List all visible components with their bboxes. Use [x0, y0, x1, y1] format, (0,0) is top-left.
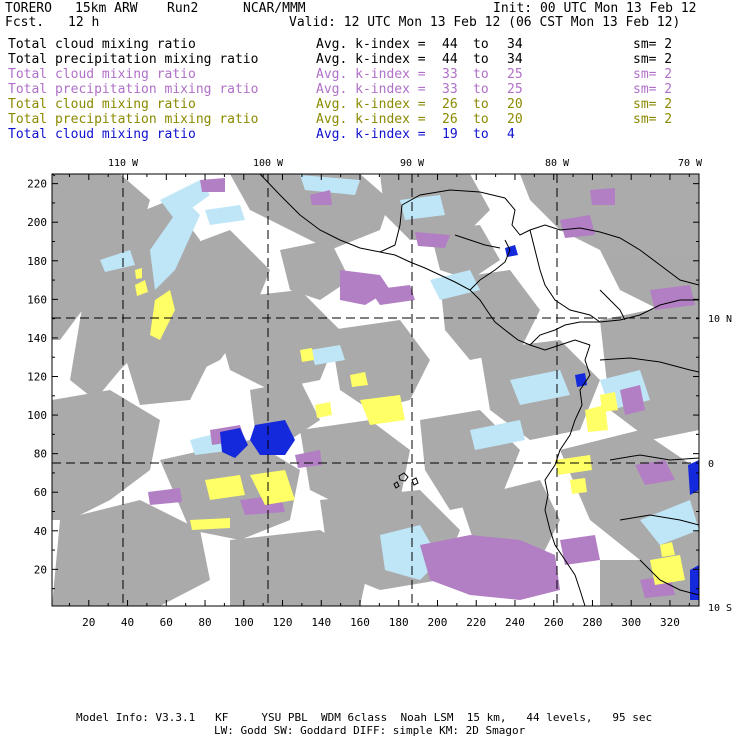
legend-to: 25: [507, 67, 523, 82]
legend-sm: sm= 2: [633, 112, 673, 127]
y-tick-label: 40: [34, 525, 47, 538]
legend-from: 19: [442, 127, 458, 142]
latitude-label: 10 S: [708, 603, 732, 614]
legend-label: Avg. k-index =: [316, 127, 426, 142]
legend-field: Total cloud mixing ratio: [8, 127, 196, 142]
map-frame: [51, 173, 700, 607]
forecast-hour: 12 h: [68, 15, 100, 30]
x-tick-label: 260: [544, 616, 564, 629]
cloud-field-deep-blue: [220, 245, 699, 600]
longitude-label: 70 W: [678, 158, 703, 169]
legend-to-word: to: [473, 127, 489, 142]
legend-sm: sm= 2: [633, 67, 673, 82]
legend-label: Avg. k-index =: [316, 112, 426, 127]
init-time: Init: 00 UTC Mon 13 Feb 12: [493, 1, 697, 16]
x-axis: 20 40 60 80 100 120 140 160 180 200 220 240 260 280 30…: [68, 174, 690, 629]
y-axis: 20 40 60 80 100 120 140 160 180 200 220: [27, 178, 699, 590]
longitude-label: 100 W: [253, 158, 284, 169]
legend-to-word: to: [473, 82, 489, 97]
legend-to-word: to: [473, 97, 489, 112]
x-tick-label: 140: [311, 616, 331, 629]
x-tick-label: 60: [160, 616, 173, 629]
legend-label: Avg. k-index =: [316, 67, 426, 82]
legend-label: Avg. k-index =: [316, 52, 426, 67]
legend-from: 33: [442, 82, 458, 97]
x-tick-label: 100: [234, 616, 254, 629]
longitude-label: 80 W: [545, 158, 570, 169]
y-tick-label: 220: [27, 178, 47, 191]
latitude-label: 0: [708, 459, 714, 470]
model-run: Run2: [167, 1, 199, 16]
y-tick-label: 200: [27, 216, 47, 229]
physics-info-line: LW: Godd SW: Goddard DIFF: simple KM: 2D…: [214, 724, 526, 737]
x-tick-label: 240: [505, 616, 525, 629]
legend-field: Total cloud mixing ratio: [8, 37, 196, 52]
y-tick-label: 160: [27, 293, 47, 306]
legend-sm: sm= 2: [633, 37, 673, 52]
coastline: [52, 174, 699, 606]
legend-sm: sm= 2: [633, 82, 673, 97]
model-name: TORERO: [5, 1, 52, 16]
latitude-labels: 10 N 0 10 S: [708, 314, 732, 614]
legend-field: Total precipitation mixing ratio: [8, 52, 259, 67]
legend-field: Total cloud mixing ratio: [8, 97, 196, 112]
longitude-labels: 110 W 100 W 90 W 80 W 70 W: [108, 158, 703, 169]
forecast-label: Fcst.: [5, 15, 45, 30]
x-tick-label: 80: [198, 616, 211, 629]
legend-field: Total precipitation mixing ratio: [8, 82, 259, 97]
organization: NCAR/MMM: [243, 1, 306, 16]
legend-to: 20: [507, 112, 523, 127]
legend-sm: sm= 2: [633, 97, 673, 112]
legend-to: 20: [507, 97, 523, 112]
y-tick-label: 180: [27, 255, 47, 268]
x-tick-label: 160: [350, 616, 370, 629]
legend-to: 34: [507, 52, 523, 67]
legend-from: 33: [442, 67, 458, 82]
latitude-label: 10 N: [708, 314, 732, 325]
model-resolution: 15km ARW: [75, 1, 138, 16]
y-tick-label: 120: [27, 371, 47, 384]
legend-to-word: to: [473, 67, 489, 82]
legend-field: Total cloud mixing ratio: [8, 67, 196, 82]
legend-to-word: to: [473, 52, 489, 67]
x-tick-label: 20: [82, 616, 95, 629]
legend-from: 26: [442, 97, 458, 112]
x-tick-label: 320: [660, 616, 680, 629]
legend-to: 25: [507, 82, 523, 97]
x-tick-label: 180: [389, 616, 409, 629]
legend-to-word: to: [473, 112, 489, 127]
legend-field: Total precipitation mixing ratio: [8, 112, 259, 127]
legend-from: 44: [442, 52, 458, 67]
lat-lon-grid: [52, 174, 699, 606]
x-tick-label: 40: [121, 616, 134, 629]
model-info-line: Model Info: V3.3.1 KF YSU PBL WDM 6class…: [76, 711, 653, 724]
x-tick-label: 300: [621, 616, 641, 629]
legend-to: 4: [507, 127, 515, 142]
longitude-label: 110 W: [108, 158, 139, 169]
y-tick-label: 20: [34, 563, 47, 576]
valid-time: Valid: 12 UTC Mon 13 Feb 12 (06 CST Mon …: [289, 15, 681, 30]
legend-label: Avg. k-index =: [316, 82, 426, 97]
y-tick-label: 60: [34, 486, 47, 499]
x-tick-label: 220: [466, 616, 486, 629]
x-tick-label: 280: [583, 616, 603, 629]
longitude-label: 90 W: [400, 158, 425, 169]
legend-from: 26: [442, 112, 458, 127]
x-tick-label: 200: [428, 616, 448, 629]
legend-sm: sm= 2: [633, 52, 673, 67]
y-tick-label: 80: [34, 448, 47, 461]
y-tick-label: 100: [27, 409, 47, 422]
legend-to: 34: [507, 37, 523, 52]
legend-label: Avg. k-index =: [316, 97, 426, 112]
y-tick-label: 140: [27, 332, 47, 345]
legend-to-word: to: [473, 37, 489, 52]
legend-from: 44: [442, 37, 458, 52]
x-tick-label: 120: [273, 616, 293, 629]
cloud-field-yellow: [135, 268, 685, 585]
cloud-field-purple: [148, 178, 695, 600]
legend-label: Avg. k-index =: [316, 37, 426, 52]
